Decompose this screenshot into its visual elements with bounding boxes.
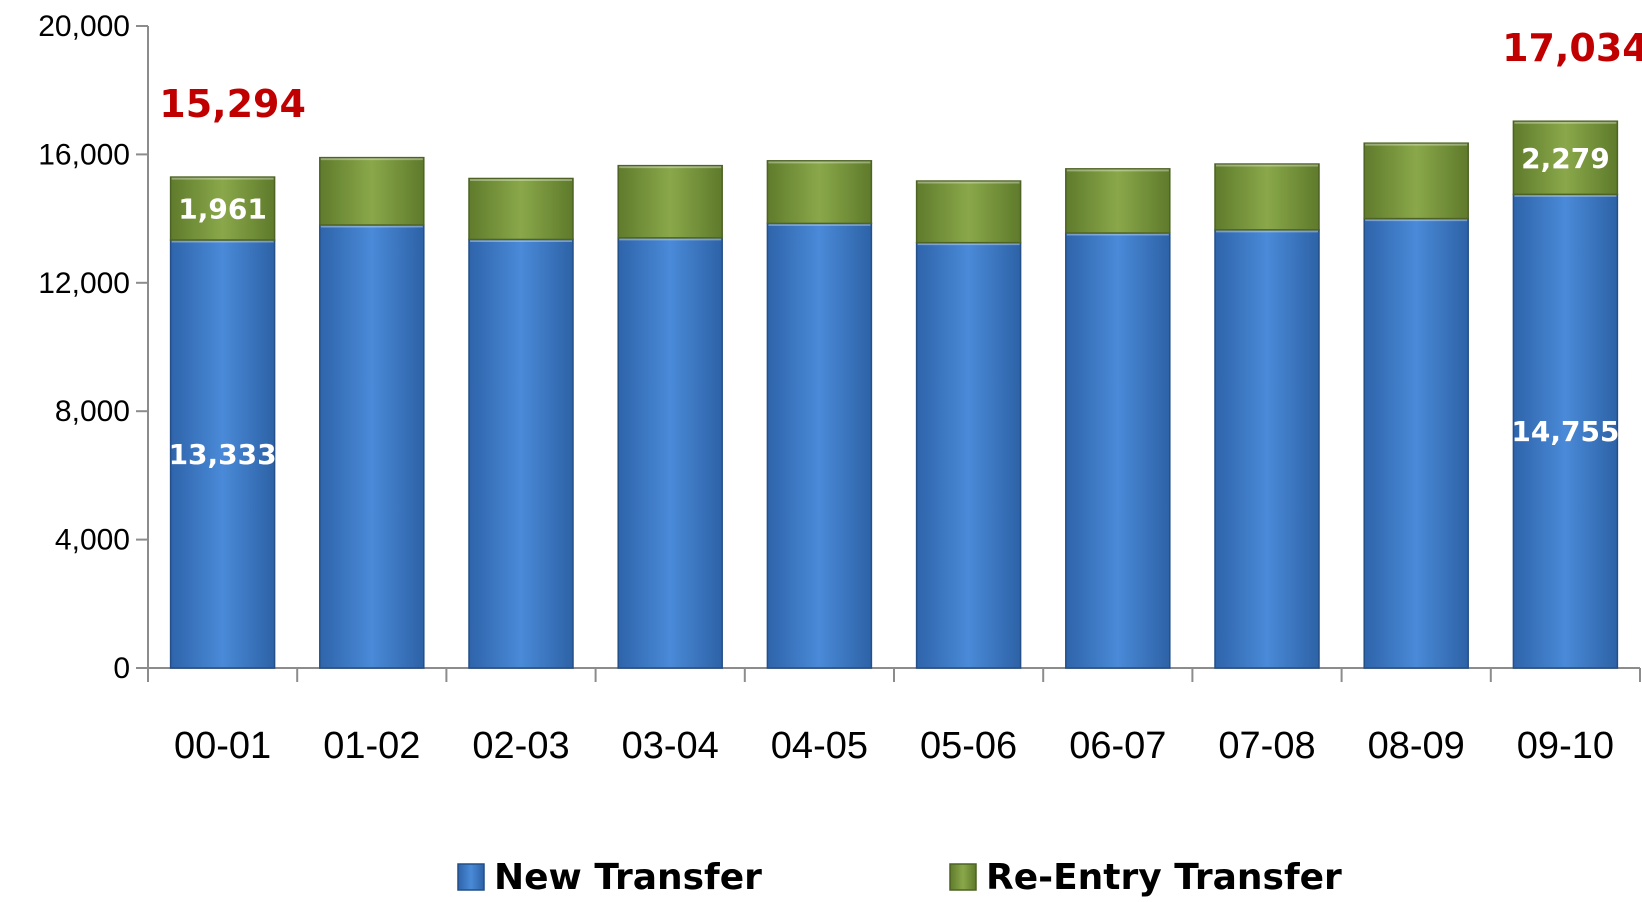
legend-label-new-transfer: New Transfer <box>494 857 762 898</box>
bar-new-transfer-01-02 <box>319 224 425 669</box>
bar-new-transfer-06-07 <box>1065 232 1171 669</box>
y-tick-label: 4,000 <box>55 524 130 557</box>
legend-swatch-new-transfer <box>457 863 485 891</box>
bar-new-transfer-03-04 <box>617 237 723 669</box>
bar-re-entry-transfer-01-02 <box>319 156 425 226</box>
total-label-00-01: 15,294 <box>159 82 306 126</box>
y-tick-label: 0 <box>113 652 130 685</box>
x-tick-label-01-02: 01-02 <box>323 725 420 767</box>
bar-re-entry-transfer-04-05 <box>766 160 873 225</box>
bar-re-entry-transfer-09-10 <box>1512 120 1619 196</box>
x-tick-label-09-10: 09-10 <box>1517 725 1614 767</box>
legend-label-re-entry-transfer: Re-Entry Transfer <box>986 857 1342 898</box>
bar-re-entry-transfer-07-08 <box>1214 163 1320 231</box>
x-tick-label-05-06: 05-06 <box>920 725 1017 767</box>
bars <box>169 120 1619 669</box>
bar-re-entry-transfer-08-09 <box>1363 142 1469 220</box>
bar-re-entry-transfer-03-04 <box>617 164 723 239</box>
y-tick-label: 12,000 <box>38 267 130 300</box>
data-label-new-transfer-09-10: 14,755 <box>1511 415 1619 448</box>
data-label-re-entry-transfer-09-10: 2,279 <box>1521 142 1610 175</box>
x-tick-label-04-05: 04-05 <box>771 725 868 767</box>
x-tick-label-02-03: 02-03 <box>472 725 569 767</box>
y-tick-label: 16,000 <box>38 138 130 171</box>
bar-new-transfer-04-05 <box>766 222 873 669</box>
total-label-09-10: 17,034 <box>1502 26 1642 70</box>
x-tick-label-03-04: 03-04 <box>622 725 719 767</box>
bar-new-transfer-02-03 <box>468 238 574 669</box>
data-label-re-entry-transfer-00-01: 1,961 <box>178 193 267 226</box>
bar-new-transfer-00-01 <box>169 239 276 669</box>
legend-swatch-re-entry-transfer <box>949 863 977 891</box>
legend: New Transfer Re-Entry Transfer <box>457 857 1342 898</box>
axes: 0 4,000 8,000 12,000 16,000 20,000 00-01 01-02 0… <box>38 10 1641 767</box>
data-label-new-transfer-00-01: 13,333 <box>169 438 277 471</box>
bar-new-transfer-05-06 <box>915 241 1022 669</box>
bar-new-transfer-09-10 <box>1512 193 1619 669</box>
bar-new-transfer-07-08 <box>1214 229 1320 669</box>
labels: 13,333 1,961 14,755 2,279 15,294 17,034 <box>159 26 1642 471</box>
x-tick-label-06-07: 06-07 <box>1069 725 1166 767</box>
bar-re-entry-transfer-05-06 <box>915 180 1022 244</box>
bar-re-entry-transfer-02-03 <box>468 177 574 241</box>
y-tick-label: 8,000 <box>55 395 130 428</box>
bar-re-entry-transfer-00-01 <box>169 176 276 241</box>
bar-re-entry-transfer-06-07 <box>1065 168 1171 234</box>
x-tick-label-00-01: 00-01 <box>174 725 271 767</box>
bar-new-transfer-08-09 <box>1363 217 1469 669</box>
y-tick-label: 20,000 <box>38 10 130 43</box>
x-tick-label-07-08: 07-08 <box>1218 725 1315 767</box>
x-tick-label-08-09: 08-09 <box>1368 725 1465 767</box>
